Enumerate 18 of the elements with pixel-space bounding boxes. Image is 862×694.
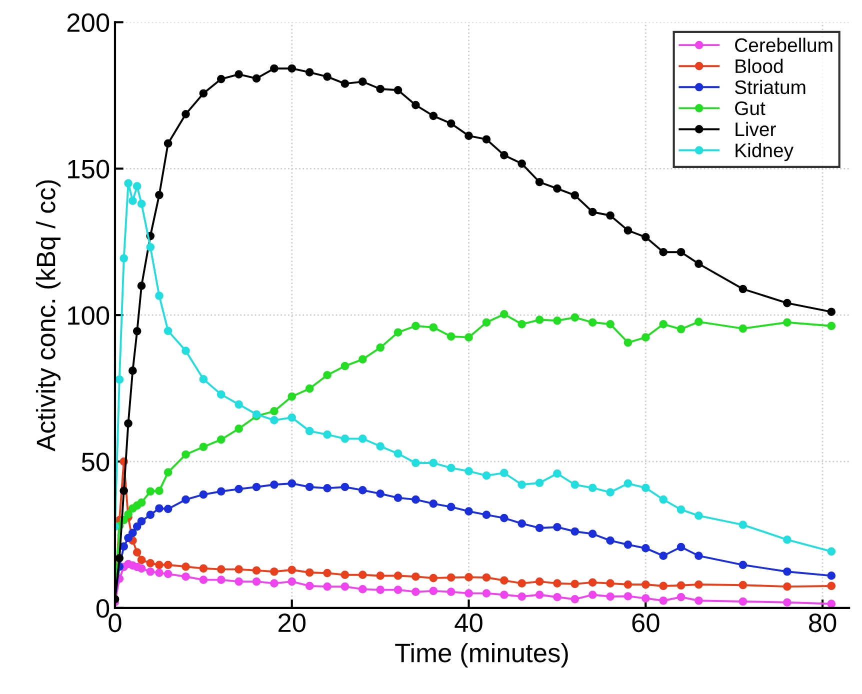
y-tick-label: 0 — [96, 599, 110, 618]
legend-label: Striatum — [734, 80, 806, 94]
y-tick-label: 50 — [82, 452, 110, 472]
y-tick-label: 100 — [68, 306, 110, 325]
x-tick-label: 80 — [809, 614, 836, 632]
y-axis-title: Activity conc. (kBq / cc) — [36, 180, 61, 452]
legend-label: Blood — [736, 58, 783, 74]
x-tick-label: 40 — [454, 614, 482, 632]
x-tick-label: 20 — [278, 614, 306, 632]
x-axis-title: Time (minutes) — [395, 642, 568, 668]
legend-label: Gut — [735, 101, 766, 116]
x-tick-label: 60 — [632, 614, 660, 632]
legend-label: Kidney — [736, 142, 794, 162]
legend-label: Cerebellum — [735, 38, 832, 52]
x-tick-label: 0 — [108, 614, 122, 632]
y-tick-label: 150 — [68, 160, 110, 178]
y-tick-label: 200 — [67, 13, 110, 32]
legend-label: Liver — [736, 122, 776, 136]
